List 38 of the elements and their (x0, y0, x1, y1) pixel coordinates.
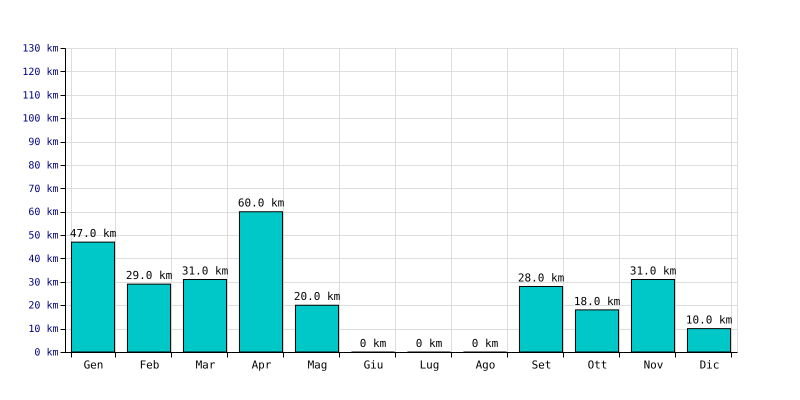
x-tick-label: Dic (700, 358, 720, 372)
data-label: 10.0 km (686, 314, 733, 327)
x-tick-label: Feb (140, 358, 160, 372)
data-label: 0 km (360, 337, 387, 350)
x-tick-label: Giu (364, 358, 384, 372)
x-tick-label: Mag (308, 358, 328, 372)
x-tick-label: Apr (252, 358, 272, 372)
data-label: 31.0 km (182, 264, 229, 278)
data-label: 29.0 km (126, 269, 173, 282)
y-tick-label: 80 km (28, 160, 58, 172)
data-label: 18.0 km (574, 294, 621, 308)
data-label: 0 km (416, 337, 443, 350)
y-tick-label: 40 km (28, 254, 58, 265)
y-tick-label: 20 km (28, 300, 58, 312)
y-tick-label: 0 km (34, 348, 58, 358)
x-tick-label: Gen (84, 358, 104, 372)
y-tick-label: 100 km (22, 114, 58, 125)
data-label: 28.0 km (518, 272, 565, 285)
y-tick-label: 130 km (22, 44, 58, 54)
y-tick-label: 10 km (28, 324, 58, 336)
data-label: 60.0 km (238, 196, 285, 210)
data-label: 0 km (472, 337, 499, 350)
data-label: 31.0 km (630, 264, 677, 278)
y-tick-label: 70 km (28, 184, 58, 195)
x-tick-label: Mar (196, 358, 216, 372)
y-tick-label: 90 km (28, 137, 58, 148)
data-label: 20.0 km (294, 290, 341, 304)
x-tick-label: Lug (420, 358, 440, 372)
x-tick-label: Ago (476, 358, 496, 372)
x-tick-label: Nov (644, 358, 664, 372)
x-tick-label: Ott (588, 358, 608, 372)
y-tick-label: 120 km (22, 66, 58, 78)
y-tick-label: 60 km (28, 207, 58, 218)
data-label: 47.0 km (70, 227, 117, 240)
x-tick-label: Set (532, 358, 552, 372)
y-tick-label: 110 km (22, 90, 58, 102)
y-tick-label: 30 km (28, 277, 58, 288)
y-tick-label: 50 km (28, 230, 58, 242)
